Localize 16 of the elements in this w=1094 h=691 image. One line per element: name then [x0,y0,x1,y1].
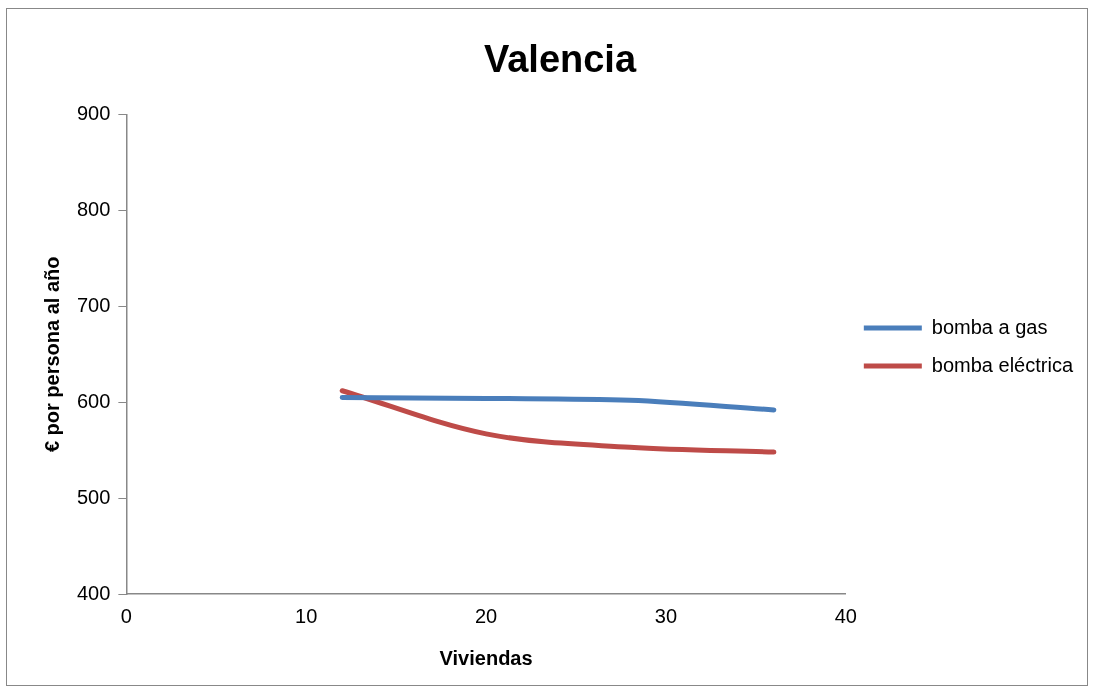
legend-label: bomba eléctrica [931,353,1074,376]
x-tick-label: 40 [834,604,857,627]
x-axis-title: Viviendas [439,646,533,669]
legend-label: bomba a gas [931,315,1048,338]
y-tick-label: 600 [76,389,111,412]
chart-title: Valencia [483,38,637,81]
y-axis-title: € por persona al año [40,256,63,453]
y-tick-label: 500 [76,485,111,508]
x-tick-label: 10 [295,604,318,627]
x-tick-label: 0 [120,604,132,627]
y-tick-label: 400 [76,581,111,604]
y-tick-label: 900 [76,102,111,125]
x-tick-label: 30 [654,604,678,627]
y-tick-label: 800 [76,198,111,220]
y-tick-label: 700 [76,293,111,316]
x-tick-label: 20 [474,604,498,627]
